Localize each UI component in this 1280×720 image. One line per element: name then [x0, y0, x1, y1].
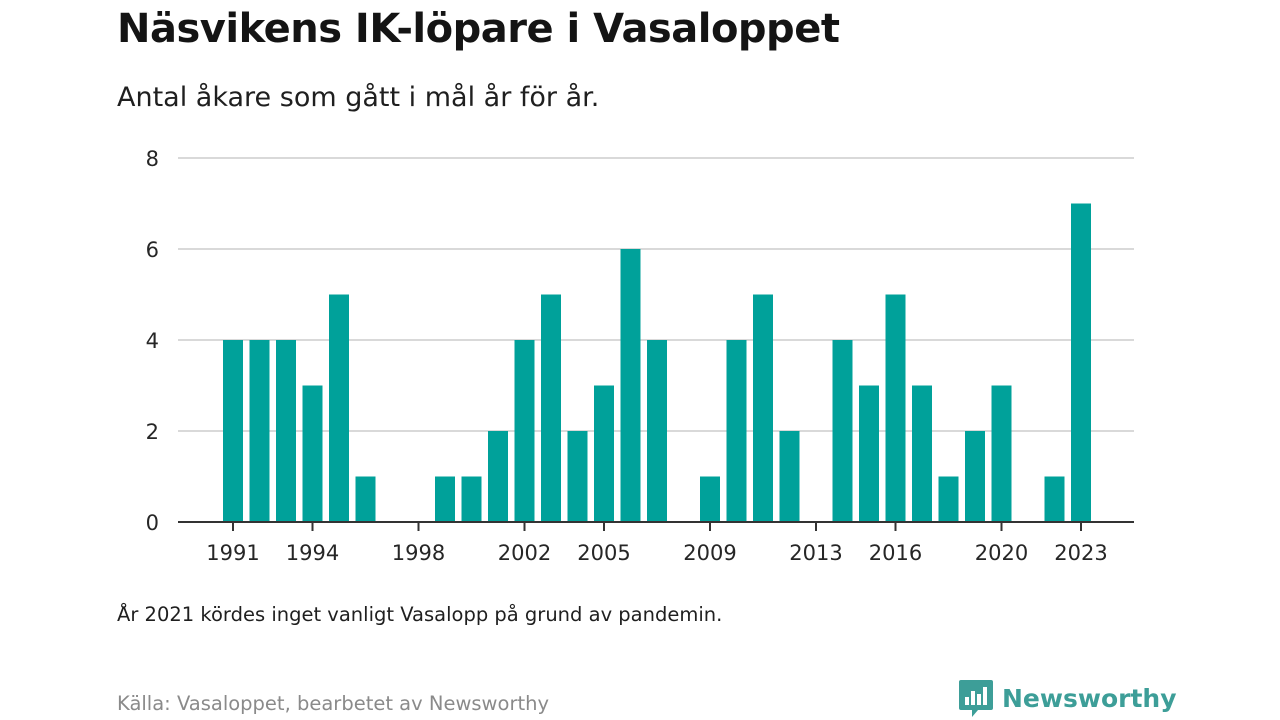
chart-title: Näsvikens IK-löpare i Vasaloppet — [117, 6, 840, 52]
x-tick-label: 2002 — [498, 541, 551, 565]
bar-2009 — [700, 476, 720, 522]
y-tick-label: 0 — [146, 511, 159, 535]
bar-2019 — [965, 431, 985, 522]
bar-2015 — [859, 385, 879, 522]
bar-1999 — [435, 476, 455, 522]
x-tick-label: 2023 — [1054, 541, 1107, 565]
bar-2017 — [912, 385, 932, 522]
bar-1993 — [276, 340, 296, 522]
x-axis — [178, 521, 1134, 531]
x-tick-label: 1991 — [206, 541, 259, 565]
footnote: År 2021 kördes inget vanligt Vasalopp på… — [117, 603, 723, 626]
bar-2007 — [647, 340, 667, 522]
x-tick-label: 1998 — [392, 541, 445, 565]
bar-1994 — [302, 385, 323, 522]
bar-2010 — [726, 340, 747, 522]
bar-2004 — [567, 431, 588, 522]
brand-name: Newsworthy — [1002, 683, 1177, 713]
newsworthy-logo-icon — [959, 680, 993, 717]
bar-1996 — [355, 476, 376, 522]
x-tick-label: 2013 — [789, 541, 842, 565]
x-tick-label: 2016 — [869, 541, 922, 565]
bar-2001 — [488, 431, 508, 522]
x-tick-label: 2020 — [975, 541, 1028, 565]
source-credit: Källa: Vasaloppet, bearbetet av Newswort… — [117, 692, 549, 715]
x-tick-label: 2009 — [683, 541, 736, 565]
bar-2016 — [885, 294, 906, 522]
chart-subtitle: Antal åkare som gått i mål år för år. — [117, 82, 600, 113]
bar-2023 — [1071, 203, 1091, 522]
bar-2012 — [779, 431, 800, 522]
bar-2002 — [514, 340, 535, 522]
x-tick-label: 2005 — [577, 541, 630, 565]
bar-2006 — [620, 249, 641, 522]
bar-2014 — [832, 340, 853, 522]
bar-2020 — [991, 385, 1012, 522]
x-axis-labels: 1991 1994 1998 2002 2005 2009 2013 2016 2020 2023 — [206, 541, 1107, 565]
bar-1995 — [329, 294, 349, 522]
bar-2003 — [541, 294, 561, 522]
brand-logo: Newsworthy — [958, 678, 1177, 718]
y-axis-labels: 0 2 4 6 8 — [146, 147, 159, 535]
y-tick-label: 2 — [146, 420, 159, 444]
y-tick-label: 6 — [146, 238, 159, 262]
bar-2022 — [1044, 476, 1065, 522]
y-tick-label: 8 — [146, 147, 159, 171]
x-tick-label: 1994 — [286, 541, 339, 565]
bar-2000 — [461, 476, 482, 522]
bar-2005 — [594, 385, 614, 522]
bar-1992 — [249, 340, 270, 522]
bar-1991 — [223, 340, 243, 522]
bars — [223, 203, 1091, 522]
bar-2011 — [753, 294, 773, 522]
bar-chart: 0 2 4 6 8 1991 1994 1998 2002 2005 2009 2013 2016 20… — [146, 147, 1134, 565]
y-tick-label: 4 — [146, 329, 159, 353]
bar-2018 — [938, 476, 959, 522]
